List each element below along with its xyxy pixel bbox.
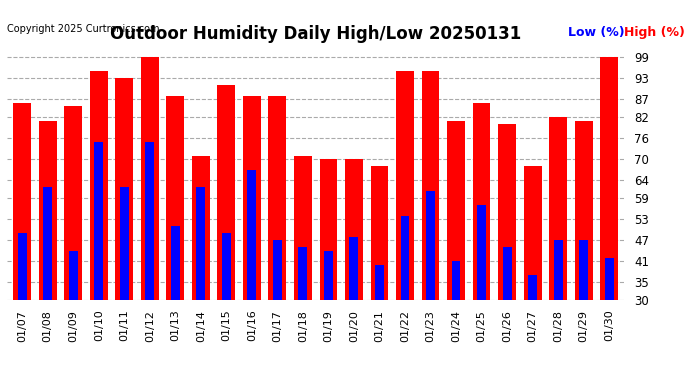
Bar: [604, 258, 613, 300]
Bar: [553, 240, 562, 300]
Bar: [146, 142, 155, 300]
Bar: [319, 159, 337, 300]
Text: Copyright 2025 Curtronics.com: Copyright 2025 Curtronics.com: [7, 24, 159, 34]
Bar: [426, 191, 435, 300]
Bar: [528, 275, 537, 300]
Bar: [95, 142, 103, 300]
Bar: [197, 188, 206, 300]
Bar: [575, 120, 593, 300]
Bar: [13, 103, 31, 300]
Bar: [39, 120, 57, 300]
Bar: [477, 205, 486, 300]
Bar: [422, 71, 440, 300]
Bar: [18, 233, 27, 300]
Bar: [166, 96, 184, 300]
Bar: [324, 251, 333, 300]
Bar: [345, 159, 363, 300]
Bar: [498, 124, 516, 300]
Bar: [294, 156, 312, 300]
Bar: [222, 233, 231, 300]
Bar: [549, 117, 567, 300]
Bar: [473, 103, 491, 300]
Bar: [447, 120, 465, 300]
Bar: [299, 247, 307, 300]
Bar: [192, 156, 210, 300]
Title: Outdoor Humidity Daily High/Low 20250131: Outdoor Humidity Daily High/Low 20250131: [110, 25, 522, 43]
Bar: [350, 237, 358, 300]
Bar: [268, 96, 286, 300]
Bar: [273, 240, 282, 300]
Bar: [141, 57, 159, 300]
Bar: [396, 71, 414, 300]
Bar: [579, 240, 588, 300]
Text: High (%): High (%): [624, 26, 690, 39]
Bar: [64, 106, 82, 300]
Bar: [243, 96, 261, 300]
Bar: [375, 265, 384, 300]
Bar: [43, 188, 52, 300]
Bar: [171, 226, 180, 300]
Bar: [217, 86, 235, 300]
Bar: [371, 166, 388, 300]
Text: Low (%): Low (%): [568, 26, 624, 39]
Bar: [400, 216, 409, 300]
Bar: [90, 71, 108, 300]
Bar: [120, 188, 129, 300]
Bar: [69, 251, 78, 300]
Bar: [524, 166, 542, 300]
Bar: [451, 261, 460, 300]
Bar: [502, 247, 511, 300]
Bar: [248, 170, 257, 300]
Bar: [600, 57, 618, 300]
Bar: [115, 78, 133, 300]
